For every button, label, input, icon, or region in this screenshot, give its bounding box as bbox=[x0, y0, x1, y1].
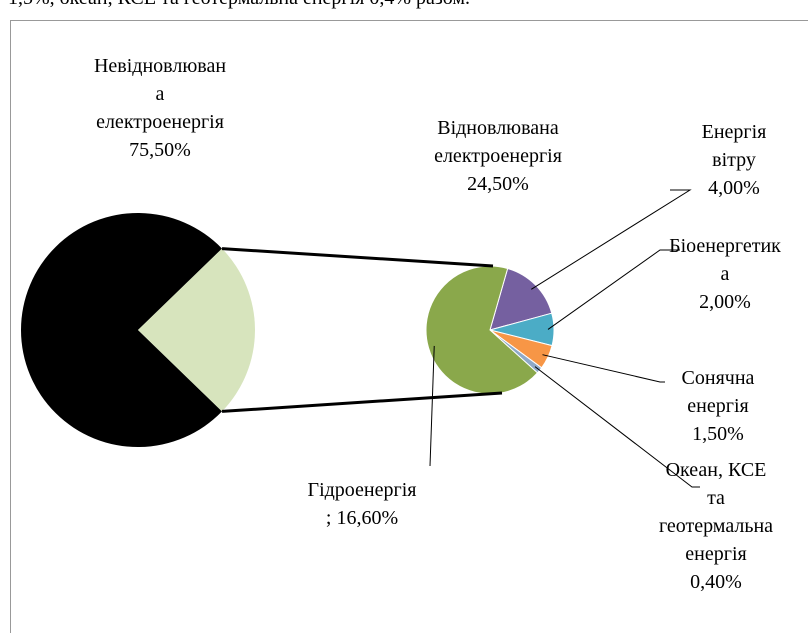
leader-line bbox=[542, 354, 665, 383]
leader-line bbox=[531, 189, 692, 290]
label-value: 24,50% bbox=[467, 173, 529, 195]
label-value: 4,00% bbox=[708, 177, 760, 199]
label-name: Океан, КСЕ та геотермальна енергія bbox=[658, 459, 774, 565]
frame bbox=[10, 20, 808, 633]
label-value: ; 16,60% bbox=[325, 507, 399, 529]
pie-slice bbox=[21, 213, 223, 447]
pie-slice bbox=[138, 248, 255, 412]
connector-line bbox=[221, 391, 503, 413]
label-name: Невідновлювана електроенергія bbox=[93, 55, 227, 133]
caption: 1,5%, океан, КСЕ та геотермальна енергія… bbox=[8, 0, 470, 10]
data-label: Сонячна енергія 1,50% bbox=[663, 364, 773, 448]
label-value: 1,50% bbox=[692, 423, 744, 445]
label-value: 0,40% bbox=[690, 571, 742, 593]
label-name: Сонячна енергія bbox=[681, 367, 755, 417]
data-label: Енергія вітру 4,00% bbox=[684, 118, 784, 202]
pie-slice bbox=[425, 265, 539, 395]
data-label: Гідроенергія ; 16,60% bbox=[287, 476, 437, 532]
pie-slice bbox=[489, 267, 553, 331]
data-label: Відновлювана електроенергія 24,50% bbox=[431, 114, 566, 198]
label-value: 75,50% bbox=[129, 139, 191, 161]
label-name: Відновлювана електроенергія bbox=[434, 117, 562, 167]
data-label: Біоенергетика 2,00% bbox=[666, 232, 784, 316]
data-label: Океан, КСЕ та геотермальна енергія 0,40% bbox=[656, 456, 776, 596]
label-name: Гідроенергія bbox=[307, 479, 417, 501]
label-name: Енергія вітру bbox=[701, 121, 767, 171]
label-name: Біоенергетика bbox=[669, 235, 781, 285]
connector-line bbox=[221, 247, 494, 268]
label-value: 2,00% bbox=[699, 291, 751, 313]
leader-line bbox=[547, 249, 680, 330]
leader-line bbox=[534, 366, 700, 488]
data-label: Невідновлювана електроенергія 75,50% bbox=[93, 52, 228, 164]
leader-line bbox=[429, 345, 435, 467]
